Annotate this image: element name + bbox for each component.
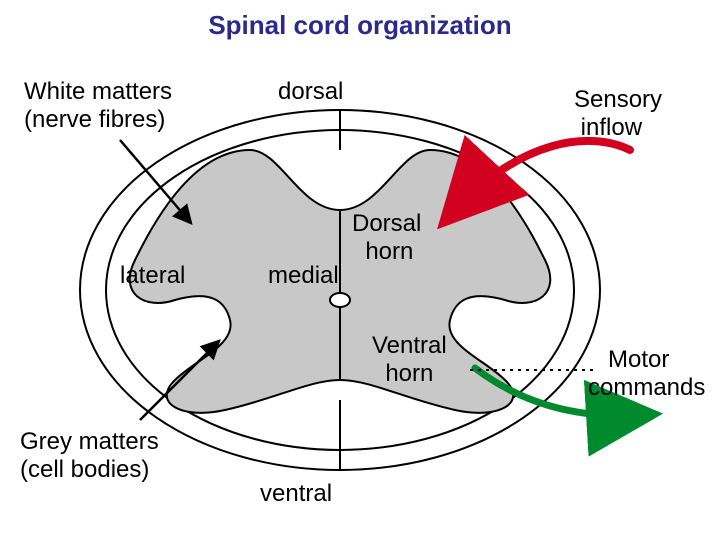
- label-sensory-inflow: Sensory inflow: [574, 86, 662, 141]
- label-dorsal: dorsal: [278, 78, 343, 106]
- label-ventral: ventral: [260, 480, 332, 508]
- label-grey-matters: Grey matters (cell bodies): [20, 428, 159, 483]
- spinal-cord-diagram: { "title": { "text": "Spinal cord organi…: [0, 0, 720, 540]
- label-lateral: lateral: [120, 262, 185, 290]
- label-motor-commands: Motor commands: [588, 346, 705, 401]
- label-medial: medial: [268, 262, 339, 290]
- central-canal: [330, 293, 350, 307]
- label-white-matters: White matters (nerve fibres): [24, 78, 172, 133]
- label-dorsal-horn: Dorsal horn: [352, 210, 421, 265]
- label-ventral-horn: Ventral horn: [372, 332, 447, 387]
